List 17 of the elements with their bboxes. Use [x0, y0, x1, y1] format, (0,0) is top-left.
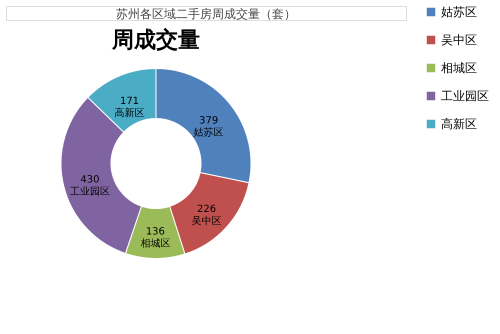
legend-label: 高新区	[441, 117, 477, 131]
data-label: 226	[197, 204, 216, 215]
legend-label: 工业园区	[441, 89, 489, 103]
slice-label: 姑苏区	[194, 126, 224, 139]
data-label: 136	[146, 226, 165, 238]
legend-label: 吴中区	[441, 33, 477, 47]
legend-label: 相城区	[441, 61, 477, 75]
slice-label: 高新区	[114, 106, 144, 119]
data-label: 379	[199, 116, 218, 127]
text: 苏州各区域二手房周成交量（套）	[116, 7, 296, 21]
text: 周成交量	[111, 27, 200, 53]
data-label: 430	[80, 174, 100, 186]
data-label: 171	[120, 96, 140, 107]
legend-label: 姑苏区	[441, 5, 477, 19]
slice-label: 吴中区	[192, 214, 222, 227]
slice-label: 工业园区	[70, 185, 110, 198]
slice-label: 相城区	[140, 237, 170, 250]
